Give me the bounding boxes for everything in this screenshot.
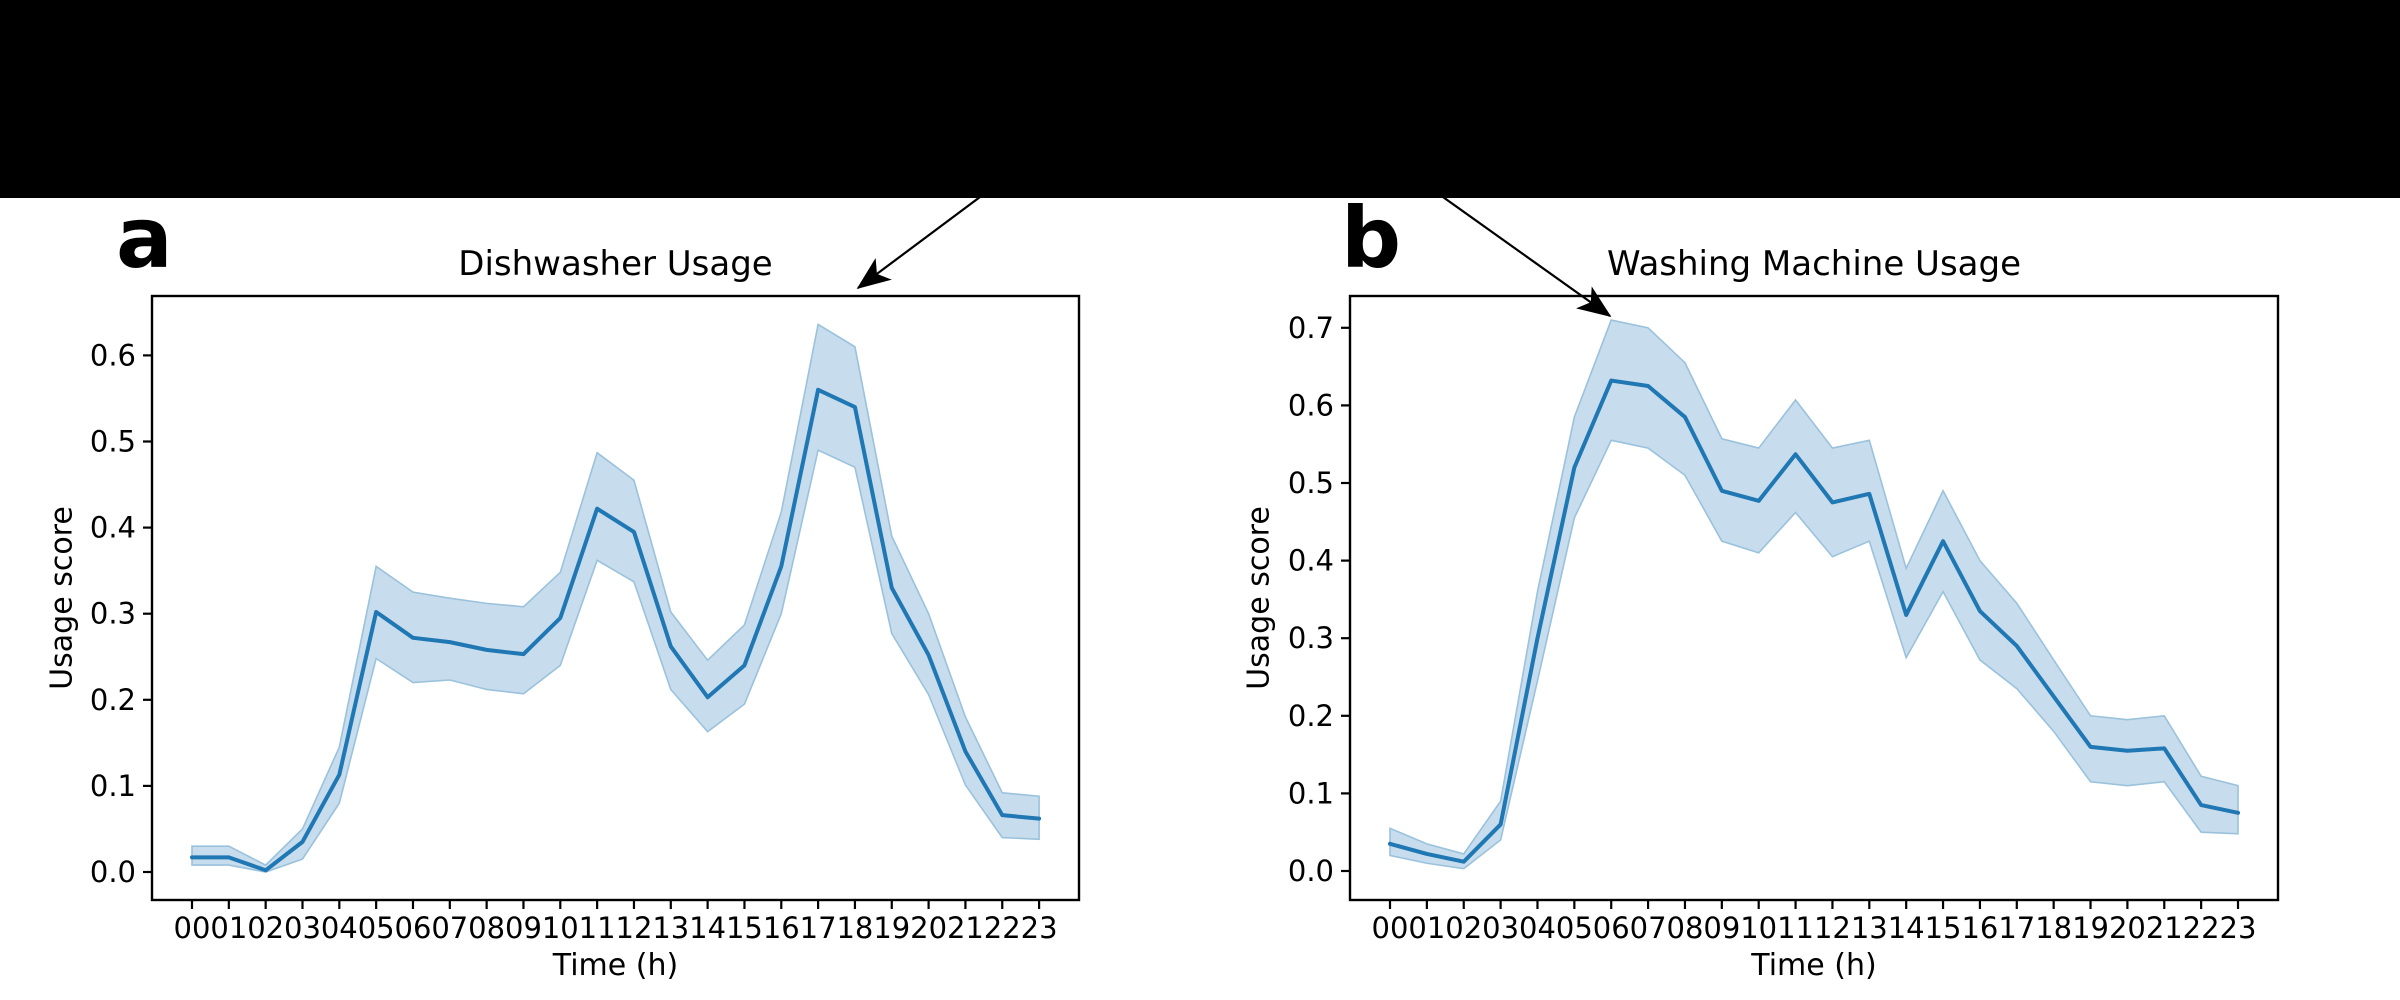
- y-tick-label: 0.5: [90, 425, 136, 459]
- annotation-arrow: [1376, 149, 1612, 317]
- x-tick-label: 20: [910, 911, 947, 945]
- x-tick-label: 09: [1703, 911, 1740, 945]
- y-tick-label: 0.1: [90, 769, 136, 803]
- x-tick-label: 06: [1593, 911, 1630, 945]
- x-tick-label: 00: [174, 911, 211, 945]
- x-tick-label: 04: [321, 911, 358, 945]
- x-tick-label: 01: [1408, 911, 1445, 945]
- annotation-arrow: [856, 149, 1044, 290]
- y-tick-label: 0.4: [90, 511, 136, 545]
- x-tick-label: 08: [1667, 911, 1704, 945]
- y-tick-label: 0.7: [1288, 311, 1334, 345]
- x-tick-label: 02: [247, 911, 284, 945]
- y-tick-label: 0.2: [1288, 699, 1334, 733]
- x-tick-label: 02: [1445, 911, 1482, 945]
- x-tick-label: 16: [763, 911, 800, 945]
- x-tick-label: 00: [1372, 911, 1409, 945]
- usage-line: [1388, 378, 2241, 864]
- x-tick-label: 03: [284, 911, 321, 945]
- x-tick-label: 08: [468, 911, 505, 945]
- y-tick-label: 0.0: [1288, 854, 1334, 888]
- x-tick-label: 18: [2035, 911, 2072, 945]
- x-tick-label: 23: [1021, 911, 1058, 945]
- panel-label-a: a: [116, 189, 173, 287]
- y-tick-label: 0.6: [90, 338, 136, 372]
- x-tick-label: 05: [358, 911, 395, 945]
- x-tick-label: 06: [395, 911, 432, 945]
- y-tick-label: 0.5: [1288, 466, 1334, 500]
- x-tick-label: 21: [2146, 911, 2183, 945]
- x-tick-label: 10: [542, 911, 579, 945]
- x-tick-label: 10: [1740, 911, 1777, 945]
- chart-title-dishwasher: Dishwasher Usage: [458, 244, 773, 284]
- x-tick-label: 03: [1482, 911, 1519, 945]
- y-tick-label: 0.6: [1288, 388, 1334, 422]
- x-tick-label: 17: [1998, 911, 2035, 945]
- usage-confidence-band: [1389, 319, 2239, 870]
- x-tick-label: 22: [2183, 911, 2220, 945]
- x-tick-label: 07: [431, 911, 468, 945]
- x-tick-label: 13: [652, 911, 689, 945]
- x-tick-label: 14: [1888, 911, 1925, 945]
- plot-border: [150, 294, 1081, 902]
- x-tick-label: 09: [505, 911, 542, 945]
- x-tick-label: 15: [726, 911, 763, 945]
- x-tick-label: 23: [2220, 911, 2257, 945]
- panel-label-b: b: [1341, 189, 1402, 287]
- x-tick-label: 07: [1630, 911, 1667, 945]
- x-tick-label: 19: [2072, 911, 2109, 945]
- y-tick-label: 0.1: [1288, 776, 1334, 810]
- dishwasher-chart: 00 01 02 03 04 05 06 07 08 09 10 11 12 13 14 15 16 17 18 19…: [90, 294, 1081, 945]
- x-tick-label: 21: [947, 911, 984, 945]
- x-tick-label: 18: [836, 911, 873, 945]
- usage-confidence-band: [191, 323, 1040, 873]
- redaction-bar: [0, 0, 2400, 198]
- x-tick-label: 13: [1851, 911, 1888, 945]
- x-axis-label: Time (h): [1751, 948, 1877, 983]
- chart-title-washing-machine: Washing Machine Usage: [1607, 244, 2021, 284]
- plot-border: [1348, 294, 2280, 902]
- y-tick-label: 0.0: [90, 855, 136, 889]
- y-tick-label: 0.4: [1288, 544, 1334, 578]
- x-tick-label: 14: [689, 911, 726, 945]
- y-tick-label: 0.2: [90, 683, 136, 717]
- x-tick-label: 05: [1556, 911, 1593, 945]
- x-tick-label: 01: [210, 911, 247, 945]
- x-tick-label: 12: [1814, 911, 1851, 945]
- x-tick-label: 12: [616, 911, 653, 945]
- washing-machine-chart: 00 01 02 03 04 05 06 07 08 09 10 11 12 13 14 15 16 17 18 19…: [1288, 294, 2280, 945]
- x-tick-label: 16: [1961, 911, 1998, 945]
- y-tick-label: 0.3: [90, 597, 136, 631]
- x-tick-label: 04: [1519, 911, 1556, 945]
- x-tick-label: 11: [579, 911, 616, 945]
- x-tick-label: 15: [1925, 911, 1962, 945]
- x-tick-label: 22: [984, 911, 1021, 945]
- y-tick-label: 0.3: [1288, 621, 1334, 655]
- x-tick-label: 19: [873, 911, 910, 945]
- x-tick-label: 17: [800, 911, 837, 945]
- x-tick-label: 20: [2109, 911, 2146, 945]
- x-axis-label: Time (h): [552, 948, 679, 983]
- x-tick-label: 11: [1777, 911, 1814, 945]
- usage-line: [190, 387, 1042, 873]
